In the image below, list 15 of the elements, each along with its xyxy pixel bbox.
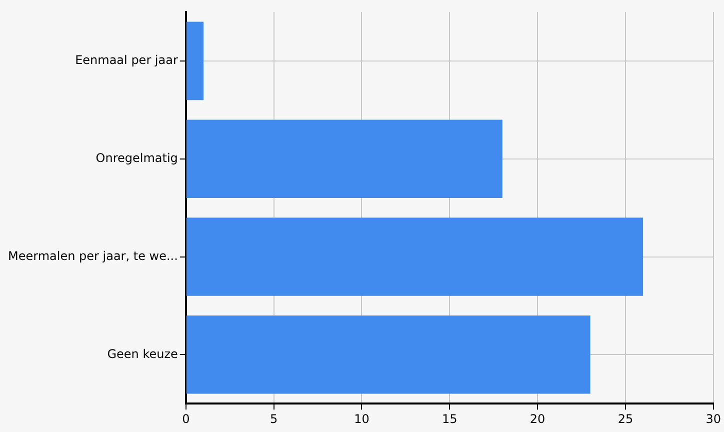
x-tick-label: 20 [530, 412, 546, 426]
y-tick-label: Eenmaal per jaar [75, 53, 178, 68]
x-tick-label: 25 [618, 412, 634, 426]
bar [186, 218, 644, 296]
bar [186, 315, 590, 394]
y-tick-label: Meermalen per jaar, te we... [8, 248, 178, 263]
x-tick-label: 10 [354, 412, 370, 426]
x-tick-label: 15 [442, 412, 458, 426]
x-tick-label: 5 [270, 412, 278, 426]
y-tick-label: Geen keuze [107, 346, 178, 361]
bar [186, 22, 204, 100]
y-tick-label: Onregelmatig [96, 150, 178, 165]
x-tick-label: 30 [706, 412, 722, 426]
x-tick-label: 0 [182, 412, 190, 426]
bar [186, 120, 502, 198]
